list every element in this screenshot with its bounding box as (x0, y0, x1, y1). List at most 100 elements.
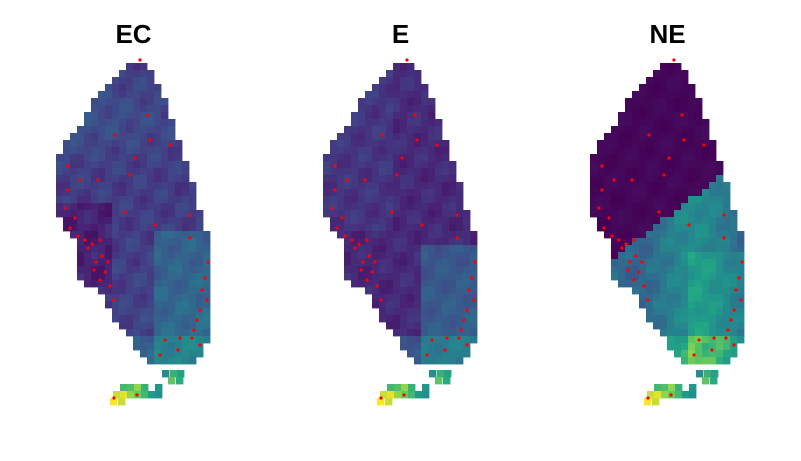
raster-cell (203, 273, 211, 281)
raster-cell (716, 231, 724, 239)
raster-cell (77, 168, 85, 176)
raster-cell (695, 266, 703, 274)
raster-cell (351, 154, 359, 162)
raster-cell (681, 84, 689, 92)
raster-cell (408, 384, 416, 392)
raster-cell (84, 224, 92, 232)
raster-cell (449, 357, 457, 365)
raster-cell (189, 357, 197, 365)
raster-cell (393, 133, 401, 141)
raster-cell (112, 217, 120, 225)
raster-cell (674, 105, 682, 113)
raster-cell (421, 280, 429, 288)
raster-cell (393, 70, 401, 78)
raster-cell (681, 175, 689, 183)
raster-cell (84, 252, 92, 260)
raster-cell (723, 287, 731, 295)
observation-point (702, 143, 706, 147)
raster-cell (105, 154, 113, 162)
raster-cell (688, 322, 696, 330)
raster-cell (400, 266, 408, 274)
raster-cell (91, 98, 99, 106)
raster-cell (393, 84, 401, 92)
observation-points (597, 58, 744, 400)
raster-cell (723, 343, 731, 351)
raster-cell (182, 280, 190, 288)
raster-cell (618, 154, 626, 162)
raster-cell (196, 287, 204, 295)
raster-cell (379, 105, 387, 113)
raster-cell (379, 175, 387, 183)
observation-point (96, 178, 100, 182)
raster-cell (189, 245, 197, 253)
raster-cell (400, 322, 408, 330)
raster-cell (133, 210, 141, 218)
raster-cell (141, 384, 149, 392)
raster-cell (126, 189, 134, 197)
raster-cell (126, 315, 134, 323)
raster-cell (414, 91, 422, 99)
raster-cell (716, 350, 724, 358)
raster-cell (358, 98, 366, 106)
raster-cell (625, 273, 633, 281)
raster-cell (154, 147, 162, 155)
raster-cell (597, 182, 605, 190)
raster-cell (337, 161, 345, 169)
raster-cell (344, 231, 352, 239)
raster-cell (175, 238, 183, 246)
raster-cell (126, 119, 134, 127)
raster-cell (126, 84, 134, 92)
raster-cell (112, 84, 120, 92)
raster-cell (667, 217, 675, 225)
raster-cell (681, 112, 689, 120)
raster-cell (723, 224, 731, 232)
raster-cell (674, 231, 682, 239)
raster-cell (379, 98, 387, 106)
raster-cell (84, 126, 92, 134)
raster-cell (126, 63, 134, 71)
raster-cell (400, 287, 408, 295)
raster-cell (625, 168, 633, 176)
raster-cell (646, 126, 654, 134)
raster-cell (112, 182, 120, 190)
raster-cell (674, 273, 682, 281)
raster-cell (604, 189, 612, 197)
raster-cell (463, 329, 471, 337)
raster-cell (119, 196, 127, 204)
raster-cell (400, 140, 408, 148)
raster-cell (414, 245, 422, 253)
raster-cell (695, 350, 703, 358)
raster-cell (723, 329, 731, 337)
raster-cell (695, 140, 703, 148)
raster-cell (632, 210, 640, 218)
raster-cell (379, 189, 387, 197)
raster-cell (182, 196, 190, 204)
raster-cell (456, 336, 464, 344)
raster-cell (737, 238, 745, 246)
raster-cell (358, 238, 366, 246)
raster-cell (435, 147, 443, 155)
observation-point (330, 206, 334, 210)
raster-cell (358, 161, 366, 169)
raster-cell (393, 217, 401, 225)
raster-cell (407, 343, 415, 351)
raster-cell (112, 301, 120, 309)
raster-cell (667, 84, 675, 92)
raster-cell (456, 294, 464, 302)
raster-cell (407, 84, 415, 92)
raster-cell (442, 231, 450, 239)
raster-cell (674, 112, 682, 120)
raster-cell (77, 126, 85, 134)
raster-cell (653, 175, 661, 183)
raster-cell (442, 301, 450, 309)
raster-cell (674, 168, 682, 176)
raster-cell (667, 343, 675, 351)
raster-cell (407, 119, 415, 127)
raster-cell (653, 238, 661, 246)
raster-cell (91, 210, 99, 218)
raster-cell (674, 294, 682, 302)
raster-cell (84, 182, 92, 190)
raster-cell (407, 294, 415, 302)
raster-cell (660, 98, 668, 106)
raster-cell (618, 252, 626, 260)
